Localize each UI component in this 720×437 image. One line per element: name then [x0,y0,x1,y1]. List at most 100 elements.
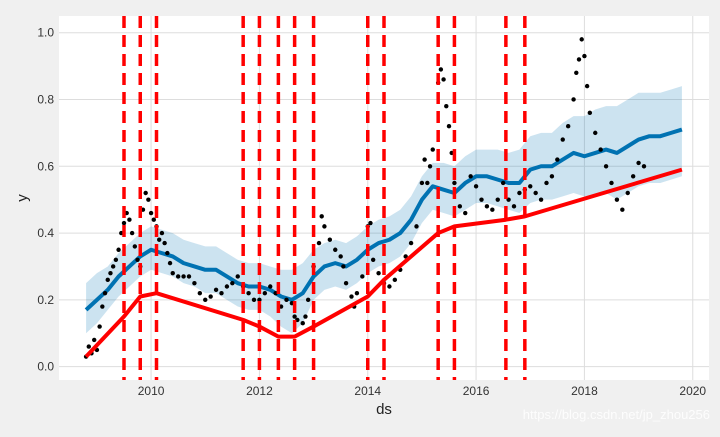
observed-point [438,67,444,72]
observed-point [446,124,452,129]
y-tick-label: 0.4 [37,226,54,240]
observed-point [473,184,479,189]
observed-point [230,280,235,286]
forecast-line [84,127,683,312]
observed-point [370,257,376,262]
observed-point [175,274,181,279]
observed-point [511,204,517,209]
observed-point [262,290,268,296]
observed-point [360,274,365,279]
observed-point [444,103,449,109]
observed-point [333,247,338,252]
observed-point [349,294,354,299]
observed-point [197,290,203,296]
observed-point [159,230,165,236]
observed-point [343,280,349,286]
y-tick-label: 1.0 [37,26,54,40]
observed-point [574,70,579,75]
observed-point [246,290,251,296]
observed-point [319,214,324,219]
observed-point [582,53,587,59]
observed-point [565,124,571,129]
observed-point [132,244,138,249]
observed-point [316,240,322,246]
uncertainty-band [86,86,682,334]
tick-labels: 2010 2012 2014 2016 2018 2020 0.0 0.2 0.4 0.6 0.8 1… [37,26,706,398]
observed-point [490,207,495,212]
observed-point [368,220,373,226]
x-tick-label: 2010 [138,384,165,398]
observed-point [620,207,625,212]
trend-line [84,167,683,358]
observed-point [544,180,549,186]
observed-point [354,290,360,296]
observed-point [219,290,224,296]
observed-point [170,270,175,276]
observed-point [208,294,213,299]
x-tick-label: 2014 [354,384,381,398]
observed-point [422,157,427,162]
observed-point [224,284,230,289]
observed-point [165,250,170,256]
observed-point [97,324,102,329]
trend-series [84,167,683,358]
x-axis-label: ds [376,401,392,418]
y-tick-label: 0.6 [37,159,54,173]
y-tick-label: 0.2 [37,293,54,307]
observed-point [630,174,636,179]
observed-point [463,210,468,216]
uncertainty-band-area [86,86,682,334]
observed-point [292,314,297,319]
observed-point [305,297,311,303]
observed-point [143,190,148,196]
x-tick-label: 2020 [679,384,706,398]
observed-point [441,77,446,82]
changepoints [122,16,527,380]
observed-point [555,157,560,162]
observed-point [121,220,127,226]
observed-point [576,57,582,62]
observed-point [108,270,113,276]
x-tick-label: 2018 [571,384,598,398]
observed-point [102,290,108,296]
watermark: https://blog.csdn.net/jp_zhou256 [523,407,710,422]
observed-point [105,277,110,283]
observed-point [284,297,289,303]
observed-point [625,190,630,196]
observed-point [162,240,167,246]
observed-point [116,247,121,252]
observed-point [92,337,97,343]
observed-point [408,240,414,246]
observed-point [251,297,257,303]
observed-point [479,197,484,202]
observed-point [427,164,433,169]
observed-point [151,217,156,222]
observed-point [327,237,333,242]
observed-point [560,137,565,142]
observed-point [533,190,538,196]
observed-point [593,130,598,136]
observed-point [129,230,135,236]
forecast-series [84,127,683,312]
observed-point [425,180,430,186]
observed-point [322,224,327,229]
observed-point [303,314,308,319]
observed-point [100,304,105,309]
x-tick-label: 2012 [246,384,273,398]
observed-point [571,97,576,102]
observed-point [387,284,392,289]
observed-point [146,197,151,202]
observed-point [636,160,641,166]
y-axis-label: y [14,194,31,202]
observed-point [257,297,262,303]
observed-point [148,210,154,216]
observed-point [641,164,647,169]
observed-point [167,260,173,266]
observed-point [268,284,273,289]
observed-point [528,184,533,189]
observed-point [609,180,614,186]
observed-point [419,180,425,186]
observed-point [468,174,473,179]
observed-point [113,257,119,262]
